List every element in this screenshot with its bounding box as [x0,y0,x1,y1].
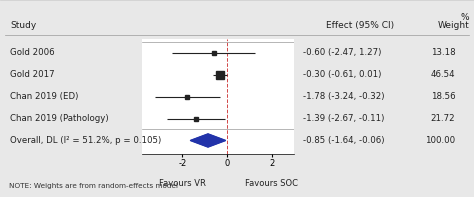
Text: NOTE: Weights are from random-effects model: NOTE: Weights are from random-effects mo… [9,183,179,189]
Text: Weight: Weight [438,20,469,30]
Text: -1.78 (-3.24, -0.32): -1.78 (-3.24, -0.32) [302,92,384,101]
Text: 21.72: 21.72 [430,114,455,123]
Text: -1.39 (-2.67, -0.11): -1.39 (-2.67, -0.11) [302,114,384,123]
Polygon shape [191,134,226,147]
Text: %: % [461,13,469,22]
Text: 18.56: 18.56 [430,92,455,101]
Text: Study: Study [10,20,36,30]
Text: Gold 2006: Gold 2006 [10,48,55,57]
Text: Gold 2017: Gold 2017 [10,70,55,79]
Text: 46.54: 46.54 [430,70,455,79]
Text: Favours SOC: Favours SOC [245,179,298,188]
Text: 100.00: 100.00 [425,136,455,145]
Text: Chan 2019 (Pathology): Chan 2019 (Pathology) [10,114,109,123]
Text: -0.60 (-2.47, 1.27): -0.60 (-2.47, 1.27) [302,48,381,57]
Text: Chan 2019 (ED): Chan 2019 (ED) [10,92,79,101]
Text: Favours VR: Favours VR [159,179,206,188]
Text: Overall, DL (I² = 51.2%, p = 0.105): Overall, DL (I² = 51.2%, p = 0.105) [10,136,162,145]
Text: 13.18: 13.18 [430,48,455,57]
Text: Effect (95% CI): Effect (95% CI) [326,20,394,30]
Text: -0.85 (-1.64, -0.06): -0.85 (-1.64, -0.06) [302,136,384,145]
Text: -0.30 (-0.61, 0.01): -0.30 (-0.61, 0.01) [302,70,381,79]
